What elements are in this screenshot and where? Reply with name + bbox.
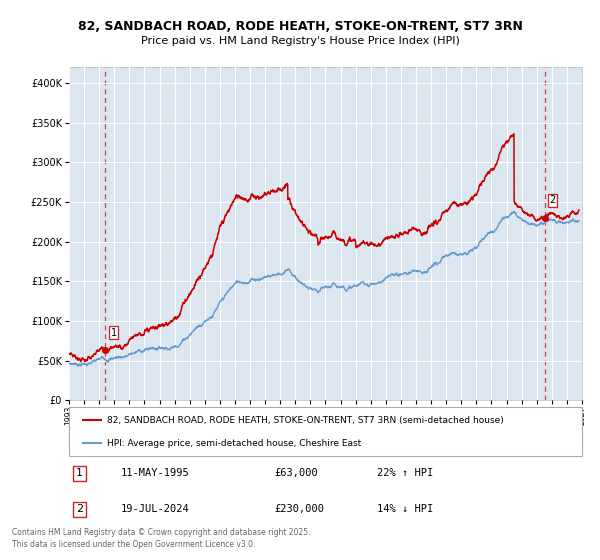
FancyBboxPatch shape: [69, 407, 582, 456]
Text: 14% ↓ HPI: 14% ↓ HPI: [377, 505, 433, 515]
Text: 1: 1: [110, 328, 117, 338]
Text: 11-MAY-1995: 11-MAY-1995: [121, 468, 189, 478]
Text: 2: 2: [76, 505, 83, 515]
Text: 82, SANDBACH ROAD, RODE HEATH, STOKE-ON-TRENT, ST7 3RN (semi-detached house): 82, SANDBACH ROAD, RODE HEATH, STOKE-ON-…: [107, 416, 504, 425]
Text: 1: 1: [76, 468, 83, 478]
Text: Contains HM Land Registry data © Crown copyright and database right 2025.
This d: Contains HM Land Registry data © Crown c…: [12, 528, 311, 549]
Text: 82, SANDBACH ROAD, RODE HEATH, STOKE-ON-TRENT, ST7 3RN: 82, SANDBACH ROAD, RODE HEATH, STOKE-ON-…: [77, 20, 523, 32]
Text: £230,000: £230,000: [274, 505, 324, 515]
Text: £63,000: £63,000: [274, 468, 318, 478]
Text: Price paid vs. HM Land Registry's House Price Index (HPI): Price paid vs. HM Land Registry's House …: [140, 36, 460, 46]
Text: 22% ↑ HPI: 22% ↑ HPI: [377, 468, 433, 478]
Text: HPI: Average price, semi-detached house, Cheshire East: HPI: Average price, semi-detached house,…: [107, 438, 362, 447]
Text: 2: 2: [550, 195, 556, 206]
Text: 19-JUL-2024: 19-JUL-2024: [121, 505, 189, 515]
